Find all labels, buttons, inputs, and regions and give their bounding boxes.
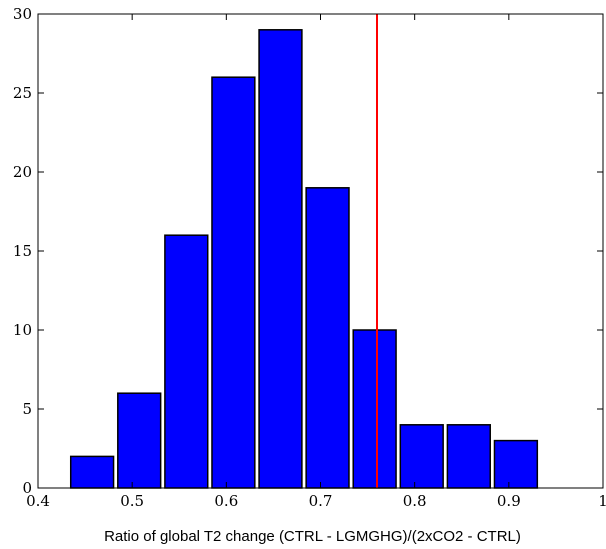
histogram-bar [258,29,303,489]
x-tick-label: 0.4 [26,492,50,510]
histogram-bar [493,439,539,489]
histogram-bar [305,187,350,489]
x-tick-label: 0.5 [120,492,144,510]
y-tick-label: 5 [22,400,32,418]
histogram-bar [211,76,256,489]
bars-group [69,29,539,489]
y-tick-label: 10 [13,321,32,339]
y-tick-label: 20 [13,163,32,181]
y-tick-label: 15 [13,242,32,260]
x-tick-label: 0.6 [214,492,238,510]
histogram-bar [117,392,162,489]
histogram-bar [446,424,491,489]
histogram-bar [399,424,444,489]
x-tick-label: 0.7 [309,492,333,510]
x-tick-label: 1 [598,492,606,510]
x-axis-title: Ratio of global T2 change (CTRL - LGMGHG… [104,528,521,545]
x-tick-label: 0.8 [403,492,427,510]
y-tick-label: 0 [22,479,32,497]
histogram-bar [164,234,209,489]
y-tick-label: 30 [13,5,32,23]
histogram-bar [352,329,397,489]
x-tick-label: 0.9 [497,492,521,510]
histogram-bar [69,455,115,489]
y-tick-label: 25 [13,84,32,102]
